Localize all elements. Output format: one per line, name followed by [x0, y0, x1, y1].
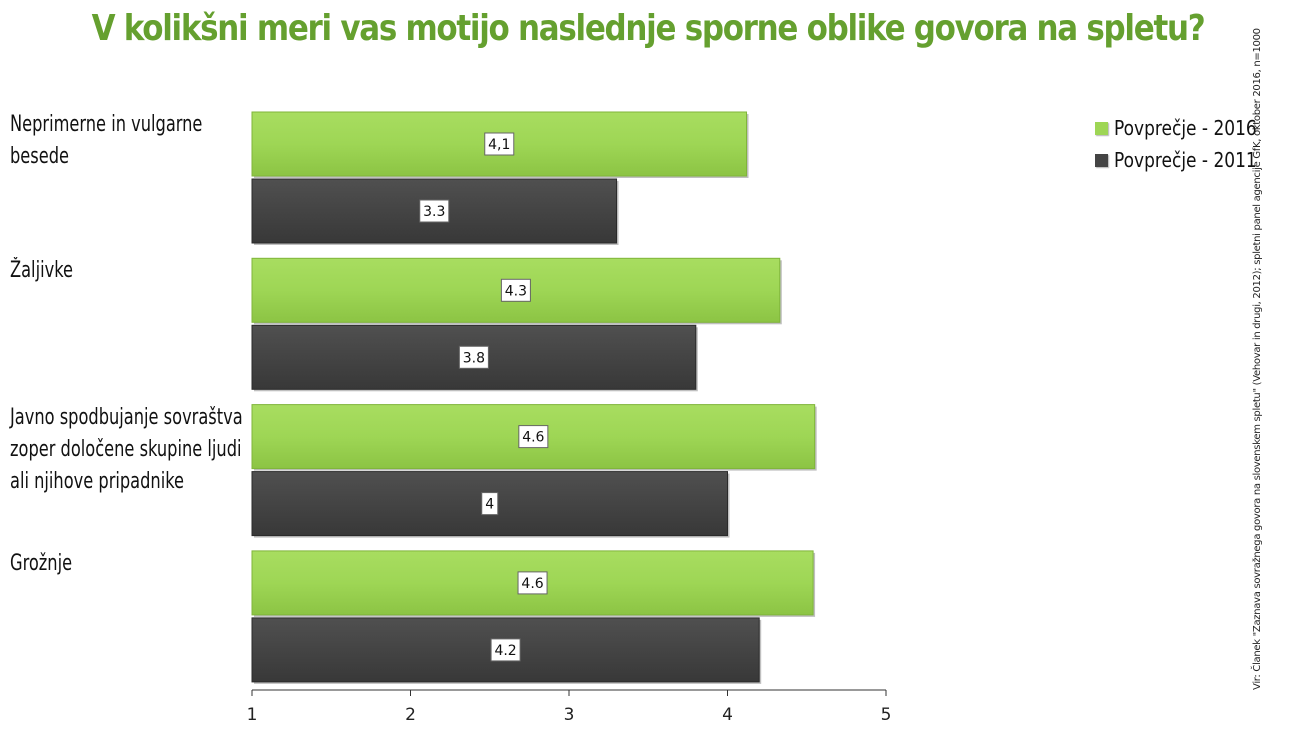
legend-swatch-2011: [1095, 153, 1108, 167]
data-label-2016-4: 4.6: [521, 576, 543, 592]
data-label-box: [518, 425, 549, 449]
category-label-1: Neprimerne in vulgarne besede: [10, 109, 203, 173]
data-label-2011-3: 4: [485, 497, 494, 513]
source-note: Vir: Članek "Zaznava sovražnega govora n…: [1252, 28, 1263, 690]
data-label-2011-2: 3.8: [463, 350, 485, 366]
data-label-box: [484, 132, 515, 156]
x-tick-label: 3: [564, 705, 575, 725]
legend-label-2016: Povprečje - 2016: [1114, 116, 1257, 140]
data-label-2016-2: 4.3: [505, 283, 527, 299]
x-tick-label: 4: [722, 705, 733, 725]
chart-title: V kolikšni meri vas motijo naslednje spo…: [91, 8, 1206, 49]
category-label-4: Grožnje: [10, 548, 203, 580]
category-label-line: zoper določene skupine ljudi: [10, 436, 242, 462]
category-label-line: Javno spodbujanje sovraštva: [10, 404, 243, 430]
legend-item-2011: Povprečje - 2011: [1095, 144, 1282, 176]
category-label-3: Javno spodbujanje sovraštva zoper določen…: [10, 402, 243, 498]
data-label-box: [500, 278, 531, 302]
data-label-2016-1: 4,1: [488, 137, 510, 153]
data-label-2011-4: 4.2: [494, 643, 516, 659]
x-tick-label: 1: [247, 705, 258, 725]
legend-item-2016: Povprečje - 2016: [1095, 112, 1282, 144]
category-label-2: Žaljivke: [10, 255, 203, 287]
category-label-line: Grožnje: [10, 550, 73, 576]
category-label-line: ali njihove pripadnike: [10, 468, 184, 494]
data-label-box: [490, 638, 521, 662]
legend-swatch-2016: [1095, 121, 1108, 135]
legend-label-2011: Povprečje - 2011: [1114, 148, 1257, 172]
bar-2016-1: [251, 111, 748, 177]
data-label-2011-1: 3.3: [423, 204, 445, 220]
category-label-line: Žaljivke: [10, 258, 73, 284]
data-label-box: [419, 199, 450, 223]
data-label-box: [458, 345, 489, 369]
bar-2011-3: [251, 471, 728, 537]
x-tick-label: 2: [405, 705, 416, 725]
data-label-2016-3: 4.6: [522, 430, 544, 446]
x-tick-label: 5: [881, 705, 892, 725]
data-label-box: [517, 571, 548, 595]
category-label-line: besede: [10, 144, 70, 169]
data-label-box: [481, 492, 499, 516]
legend: Povprečje - 2016 Povprečje - 2011: [1095, 112, 1282, 176]
category-label-line: Neprimerne in vulgarne: [10, 112, 203, 137]
